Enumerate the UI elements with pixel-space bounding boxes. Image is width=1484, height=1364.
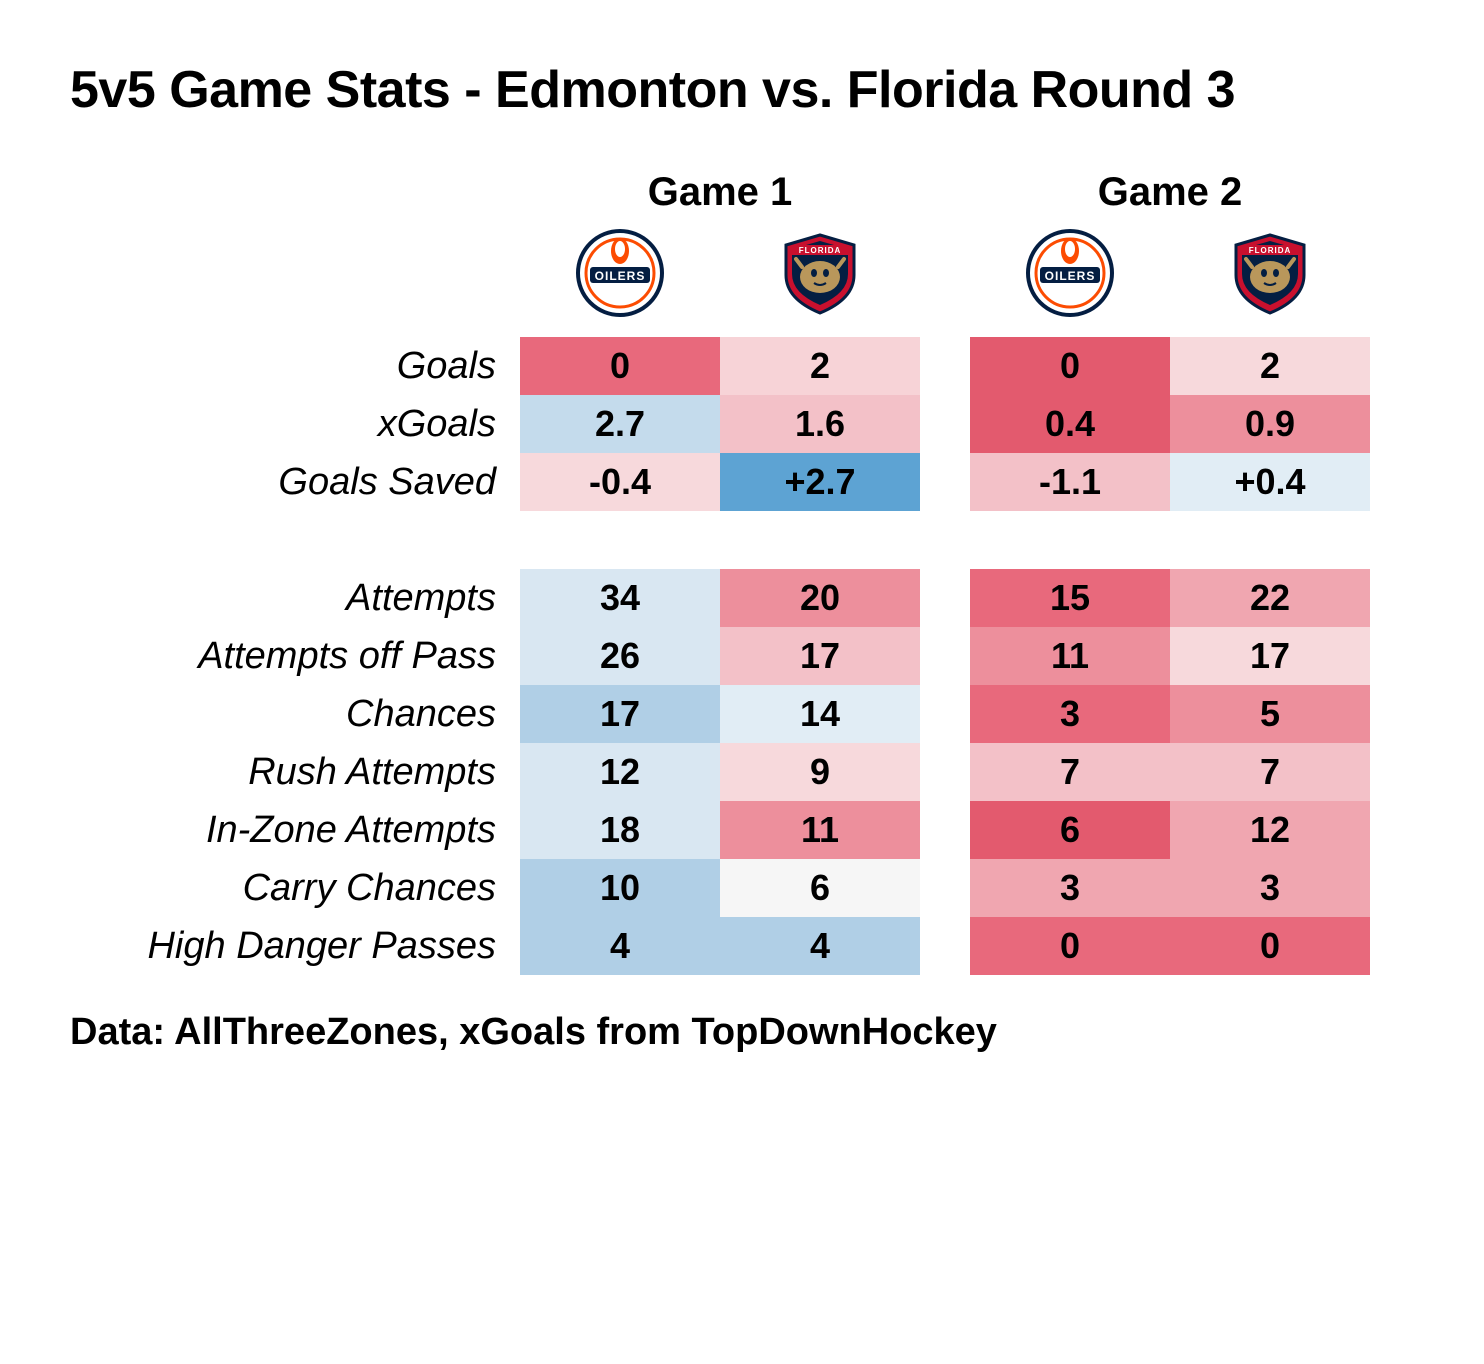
row-label: xGoals [70,395,520,453]
group-gap [70,511,520,569]
stat-cell: 0.9 [1170,395,1370,453]
stat-cell: 5 [1170,685,1370,743]
group-gap [720,511,920,569]
stat-cell: 4 [720,917,920,975]
row-label: Attempts off Pass [70,627,520,685]
stat-cell: 26 [520,627,720,685]
stat-cell: 11 [970,627,1170,685]
group-gap [1170,511,1370,569]
stat-cell: 0 [1170,917,1370,975]
stat-cell: 3 [1170,859,1370,917]
game-1-header: Game 1 [520,170,920,215]
stat-cell: -0.4 [520,453,720,511]
stat-cell: 6 [720,859,920,917]
stat-cell: 0 [970,917,1170,975]
stat-cell: 9 [720,743,920,801]
stat-cell: 0.4 [970,395,1170,453]
row-label: Chances [70,685,520,743]
stat-cell: 1.6 [720,395,920,453]
stat-cell: 7 [1170,743,1370,801]
group-gap [520,511,720,569]
row-label: Attempts [70,569,520,627]
row-label: High Danger Passes [70,917,520,975]
oilers-logo-cell [970,223,1170,337]
stat-cell: -1.1 [970,453,1170,511]
oilers-logo-icon [576,229,664,317]
stat-cell: 17 [520,685,720,743]
row-label: Goals Saved [70,453,520,511]
stat-cell: 3 [970,859,1170,917]
stat-cell: 0 [520,337,720,395]
stat-cell: +0.4 [1170,453,1370,511]
stat-cell: 3 [970,685,1170,743]
chart-title: 5v5 Game Stats - Edmonton vs. Florida Ro… [70,60,1414,120]
data-source-footer: Data: AllThreeZones, xGoals from TopDown… [70,1011,1414,1054]
stat-cell: 15 [970,569,1170,627]
stat-cell: 11 [720,801,920,859]
stat-cell: 17 [1170,627,1370,685]
game-2-header: Game 2 [970,170,1370,215]
stat-cell: 14 [720,685,920,743]
stat-cell: 18 [520,801,720,859]
group-gap [970,511,1170,569]
panthers-logo-icon [1226,229,1314,317]
panthers-logo-icon [776,229,864,317]
stat-cell: 12 [1170,801,1370,859]
stat-cell: 34 [520,569,720,627]
row-label: Carry Chances [70,859,520,917]
stat-cell: 2 [1170,337,1370,395]
stat-cell: 4 [520,917,720,975]
panthers-logo-cell [1170,223,1370,337]
stat-cell: 20 [720,569,920,627]
stat-cell: 2.7 [520,395,720,453]
stat-cell: 10 [520,859,720,917]
stat-cell: 2 [720,337,920,395]
panthers-logo-cell [720,223,920,337]
oilers-logo-cell [520,223,720,337]
stat-cell: 6 [970,801,1170,859]
row-label: In-Zone Attempts [70,801,520,859]
oilers-logo-icon [1026,229,1114,317]
stat-cell: 12 [520,743,720,801]
group-gap [920,511,970,569]
row-label: Rush Attempts [70,743,520,801]
stat-cell: 7 [970,743,1170,801]
stat-cell: 22 [1170,569,1370,627]
stat-cell: +2.7 [720,453,920,511]
stat-cell: 0 [970,337,1170,395]
stat-cell: 17 [720,627,920,685]
row-label: Goals [70,337,520,395]
stats-grid: Game 1Game 2Goals0202xGoals2.71.60.40.9G… [70,170,1414,975]
